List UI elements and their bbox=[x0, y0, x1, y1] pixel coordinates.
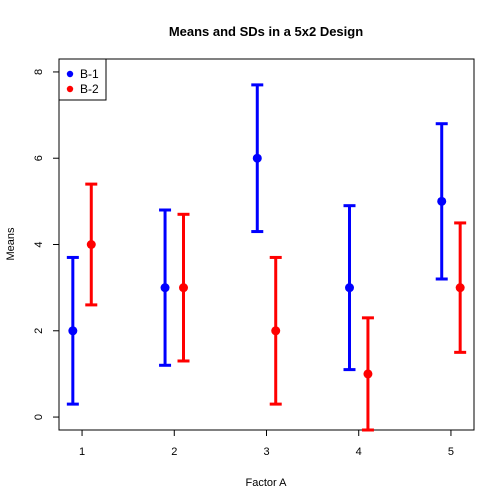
data-point bbox=[68, 326, 78, 336]
legend-label: B-2 bbox=[80, 82, 99, 96]
legend-box bbox=[58, 58, 107, 101]
data-point bbox=[86, 240, 96, 249]
series-layer bbox=[66, 83, 467, 432]
legend-marker bbox=[66, 70, 74, 78]
y-tick-label: 8 bbox=[33, 69, 45, 75]
chart-title: Means and SDs in a 5x2 Design bbox=[169, 24, 363, 39]
legend-marker bbox=[66, 85, 74, 93]
data-point bbox=[160, 283, 170, 293]
y-tick-label: 6 bbox=[33, 155, 45, 161]
legend: B-1B-2 bbox=[58, 58, 107, 101]
data-point bbox=[271, 326, 281, 336]
data-point bbox=[437, 196, 447, 206]
x-tick-label: 5 bbox=[448, 446, 454, 458]
y-tick-label: 2 bbox=[33, 328, 45, 334]
x-tick-label: 1 bbox=[79, 446, 85, 458]
data-point bbox=[455, 283, 465, 293]
x-tick-label: 2 bbox=[171, 446, 177, 458]
y-tick-label: 0 bbox=[33, 414, 45, 420]
plot-frame bbox=[58, 58, 475, 431]
data-point bbox=[345, 283, 354, 293]
legend-label: B-1 bbox=[80, 67, 99, 81]
y-tick-label: 4 bbox=[33, 241, 45, 247]
y-axis: 0 2 4 6 8 bbox=[33, 69, 59, 420]
x-axis: 1 2 3 4 5 bbox=[79, 430, 454, 458]
y-axis-label: Means bbox=[5, 227, 17, 261]
x-axis-label: Factor A bbox=[246, 477, 288, 489]
data-point bbox=[252, 153, 262, 163]
x-tick-label: 4 bbox=[356, 446, 362, 458]
x-tick-label: 3 bbox=[263, 446, 269, 458]
data-point bbox=[363, 369, 373, 379]
data-point bbox=[179, 283, 188, 293]
